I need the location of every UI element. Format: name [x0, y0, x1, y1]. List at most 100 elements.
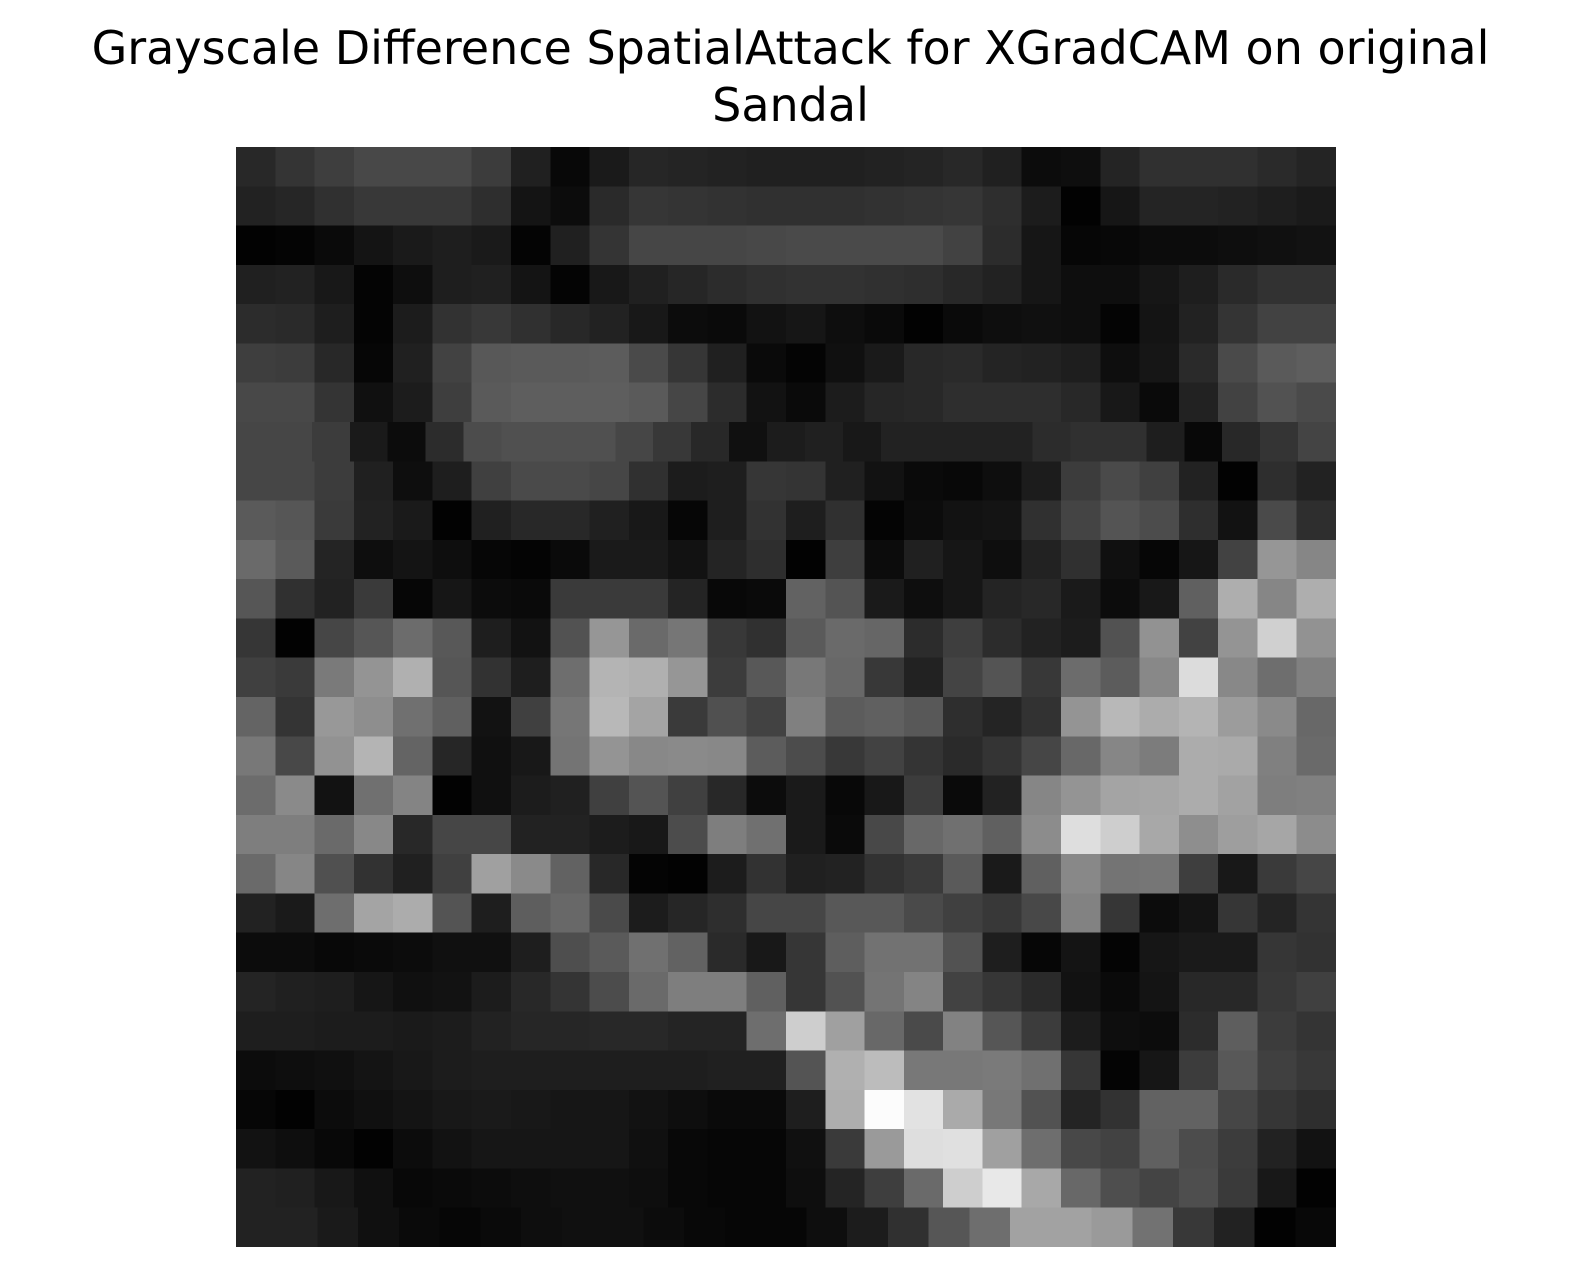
heatmap-cell-r9-c10	[628, 500, 669, 541]
heatmap-cell-r22-c27	[1296, 1011, 1336, 1052]
heatmap-cell-r13-c17	[903, 657, 944, 698]
heatmap-cell-r19-c6	[471, 893, 512, 934]
heatmap-cell-r16-c27	[1296, 775, 1336, 816]
heatmap-cell-r1-c11	[668, 186, 709, 227]
heatmap-cell-r24-c22	[1100, 1089, 1141, 1130]
heatmap-cell-r14-c22	[1100, 697, 1141, 737]
heatmap-cell-r25-c24	[1178, 1129, 1219, 1170]
heatmap-cell-r16-c2	[314, 775, 355, 816]
heatmap-cell-r20-c18	[943, 932, 984, 973]
heatmap-cell-r27-c6	[480, 1207, 522, 1247]
heatmap-cell-r4-c5	[432, 304, 473, 345]
heatmap-cell-r11-c1	[275, 579, 316, 620]
heatmap-cell-r2-c7	[511, 225, 551, 266]
heatmap-cell-r15-c2	[314, 736, 355, 777]
heatmap-cell-r27-c1	[276, 1207, 319, 1247]
heatmap-cell-r11-c25	[1218, 579, 1259, 620]
heatmap-cell-r12-c25	[1218, 618, 1259, 659]
heatmap-cell-r0-c0	[236, 147, 276, 187]
heatmap-cell-r15-c18	[943, 736, 984, 777]
heatmap-cell-r13-c6	[471, 657, 512, 698]
heatmap-cell-r22-c17	[903, 1011, 944, 1052]
heatmap-cell-r11-c7	[511, 579, 551, 620]
heatmap-cell-r7-c0	[236, 422, 275, 462]
heatmap-cell-r9-c21	[1061, 500, 1101, 541]
heatmap-cell-r18-c0	[236, 854, 276, 895]
heatmap-cell-r19-c13	[746, 893, 787, 934]
heatmap-cell-r21-c1	[275, 972, 316, 1012]
heatmap-cell-r0-c25	[1218, 147, 1259, 187]
heatmap-cell-r22-c1	[275, 1011, 316, 1052]
heatmap-cell-r15-c25	[1218, 736, 1259, 777]
heatmap-cell-r6-c10	[628, 382, 669, 423]
heatmap-cell-r24-c6	[471, 1089, 512, 1130]
heatmap-cell-r26-c17	[903, 1168, 944, 1209]
heatmap-cell-r6-c11	[668, 382, 709, 423]
heatmap-cell-r6-c17	[903, 382, 944, 423]
heatmap-cell-r10-c3	[353, 539, 394, 580]
heatmap-cell-r10-c2	[314, 539, 355, 580]
heatmap-cell-r17-c6	[471, 814, 512, 855]
heatmap-cell-r21-c10	[628, 972, 669, 1012]
heatmap-cell-r17-c14	[786, 814, 826, 855]
heatmap-cell-r2-c26	[1257, 225, 1298, 266]
heatmap-cell-r21-c24	[1178, 972, 1219, 1012]
heatmap-cell-r15-c12	[707, 736, 748, 777]
heatmap-cell-r26-c11	[668, 1168, 709, 1209]
heatmap-cell-r25-c7	[511, 1129, 551, 1170]
heatmap-cell-r14-c17	[903, 697, 944, 737]
heatmap-cell-r7-c13	[729, 422, 768, 462]
heatmap-cell-r18-c24	[1178, 854, 1219, 895]
heatmap-cell-r23-c3	[353, 1050, 394, 1091]
heatmap-cell-r5-c1	[275, 343, 316, 384]
heatmap-cell-r18-c5	[432, 854, 473, 895]
heatmap-cell-r0-c24	[1178, 147, 1219, 187]
heatmap-cell-r26-c16	[864, 1168, 905, 1209]
heatmap-cell-r12-c8	[550, 618, 591, 659]
heatmap-cell-r6-c4	[393, 382, 434, 423]
heatmap-cell-r10-c5	[432, 539, 473, 580]
heatmap-cell-r15-c10	[628, 736, 669, 777]
heatmap-cell-r8-c27	[1296, 461, 1336, 502]
heatmap-cell-r22-c4	[393, 1011, 434, 1052]
heatmap-cell-r6-c20	[1021, 382, 1062, 423]
heatmap-cell-r12-c9	[589, 618, 630, 659]
heatmap-cell-r14-c0	[236, 697, 276, 737]
heatmap-cell-r12-c4	[393, 618, 434, 659]
heatmap-cell-r5-c24	[1178, 343, 1219, 384]
heatmap-cell-r19-c26	[1257, 893, 1298, 934]
heatmap-cell-r5-c6	[471, 343, 512, 384]
heatmap-cell-r7-c27	[1260, 422, 1299, 462]
heatmap-cell-r8-c23	[1139, 461, 1180, 502]
heatmap-cell-r11-c4	[393, 579, 434, 620]
heatmap-cell-r27-c21	[1091, 1207, 1133, 1247]
heatmap-cell-r6-c0	[236, 382, 276, 423]
heatmap-cell-r4-c1	[275, 304, 316, 345]
heatmap-cell-r9-c27	[1296, 500, 1336, 541]
heatmap-cell-r14-c21	[1061, 697, 1101, 737]
heatmap-cell-r10-c21	[1061, 539, 1101, 580]
heatmap-cell-r6-c23	[1139, 382, 1180, 423]
heatmap-cell-r6-c8	[550, 382, 591, 423]
heatmap-cell-r7-c6	[463, 422, 503, 462]
heatmap-cell-r2-c27	[1296, 225, 1336, 266]
heatmap-cell-r22-c2	[314, 1011, 355, 1052]
heatmap-cell-r23-c6	[471, 1050, 512, 1091]
heatmap-cell-r17-c2	[314, 814, 355, 855]
heatmap-cell-r6-c19	[982, 382, 1023, 423]
heatmap-cell-r25-c10	[628, 1129, 669, 1170]
heatmap-cell-r17-c7	[511, 814, 551, 855]
heatmap-cell-r15-c24	[1178, 736, 1219, 777]
heatmap-cell-r25-c15	[825, 1129, 866, 1170]
heatmap-cell-r16-c14	[786, 775, 826, 816]
heatmap-cell-r27-c16	[887, 1207, 930, 1247]
heatmap-cell-r22-c15	[825, 1011, 866, 1052]
heatmap-cell-r9-c9	[589, 500, 630, 541]
heatmap-cell-r21-c22	[1100, 972, 1141, 1012]
heatmap-cell-r12-c17	[903, 618, 944, 659]
heatmap-cell-r23-c22	[1100, 1050, 1141, 1091]
heatmap-cell-r10-c1	[275, 539, 316, 580]
heatmap-cell-r21-c25	[1218, 972, 1259, 1012]
heatmap-cell-r3-c11	[668, 264, 709, 305]
heatmap-cell-r19-c18	[943, 893, 984, 934]
